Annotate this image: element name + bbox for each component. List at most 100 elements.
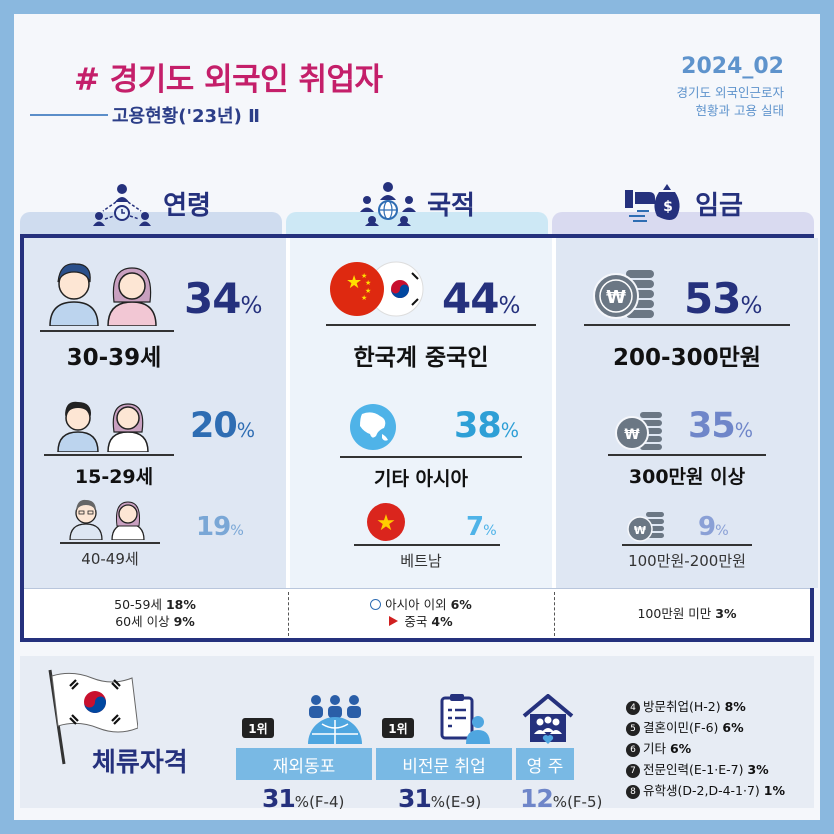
footer-separator [24,588,810,589]
people-globe-icon [308,695,362,744]
residency-item1-percent: 31%(F-4) [262,784,344,813]
svg-text:₩: ₩ [624,427,640,443]
series-label-line1: 경기도 외국인근로자 [676,85,784,100]
residency-item3-box: 영 주 [516,748,574,780]
residency-item3-sign: % [552,793,568,811]
wage-column: ₩ 53% 200-300만원 ₩ 35% 300만원 이상 [556,238,818,588]
rank-badge-2: 1위 [382,718,414,738]
residency-item1-value: 31 [262,784,296,813]
rank-badge-1: 1위 [242,718,274,738]
residency-title: 체류자격 [92,748,188,778]
svg-text:★: ★ [361,294,367,302]
nation-item2-value: 38 [454,406,502,446]
svg-text:₩: ₩ [634,524,646,537]
wage-item3-rule [622,544,752,546]
nation-footer-line2-text: 중국 [404,614,432,629]
svg-text:★: ★ [346,272,362,293]
china-korea-flags-icon: ★ ★ ★ ★ ★ [330,261,424,317]
list-item: 5 결혼이민(F-6) 6% [626,717,785,738]
page-title: # 경기도 외국인 취업자 [74,62,383,98]
nation-tab [286,212,548,234]
list-item-value: 3% [747,762,769,777]
wage-item3-value: 9 [698,512,716,542]
nation-footer-line2-value: 4% [431,614,453,629]
infographic-card: # 경기도 외국인 취업자 고용현황('23년) Ⅱ 2024_02 경기도 외… [14,14,820,820]
age-item1-value: 34 [184,274,241,323]
nation-header: 국적 [286,180,548,226]
nation-title: 국적 [427,190,475,221]
residency-item2-sign: % [430,793,446,811]
wage-title: 임금 [695,190,743,221]
age-column: 34% 30-39세 20% 15-29세 [24,238,286,588]
globe-small-icon [370,599,382,610]
age-item3-rule [60,542,160,544]
residency-item2-box: 비전문 취업 [376,748,512,780]
wage-item3-sign: % [715,523,729,539]
age-item3-sign: % [230,523,244,539]
man-woman-30s-icon [49,263,157,326]
nation-footer-line2: 중국 4% [389,613,453,630]
residency-item2-code: (E-9) [445,793,482,811]
nation-footer: 아시아 이외 6% 중국 4% [290,588,552,638]
nation-item1-label: 한국계 중국인 [353,345,489,371]
list-item-number: 8 [626,785,640,799]
age-item3-value: 19 [196,512,231,542]
age-footer-line1-value: 18% [165,597,196,612]
svg-text:$: $ [663,199,673,215]
residency-section: 체류자격 1위 재외동포 31%(F-4) 1위 비전문 취업 31%(E-9) [20,656,814,813]
svg-text:★: ★ [376,511,396,536]
svg-text:₩: ₩ [606,287,626,308]
wage-item3-percent: 9% [698,512,729,542]
svg-text:★: ★ [365,279,371,287]
wage-footer-line1: 100만원 미만 3% [637,605,736,622]
list-item-number: 4 [626,701,640,715]
age-title: 연령 [163,190,211,221]
age-item2-label: 15-29세 [74,466,154,488]
subtitle-rule [30,114,108,116]
list-item-text: 기타 [643,741,670,756]
coin-stack-icon: ₩ [593,270,654,319]
residency-item1-box: 재외동포 [236,748,372,780]
list-item-number: 5 [626,722,640,736]
nation-item1-rule [326,324,536,326]
wage-item2-label: 300만원 이상 [628,466,746,488]
korea-flag-icon [48,669,138,765]
nation-footer-line1-text: 아시아 이외 [385,597,451,612]
nation-item2-label: 기타 아시아 [373,468,468,490]
global-people-icon [360,182,417,226]
nation-footer-line1-value: 6% [450,597,472,612]
list-item-value: 6% [722,720,744,735]
footer-divider [288,592,289,636]
age-network-icon [93,184,152,226]
age-item1-label: 30-39세 [66,345,162,371]
age-item1-percent: 34% [184,274,262,323]
year-label: 2024_02 [681,54,784,79]
age-item3-label: 40-49세 [81,550,139,568]
wage-item2-percent: 35% [688,406,753,446]
wage-footer-line1-value: 3% [715,605,737,621]
nation-item1-value: 44 [442,274,499,323]
svg-text:★: ★ [361,272,367,280]
age-header: 연령 [20,180,282,226]
nation-item3-rule [354,544,500,546]
series-label-line2: 현황과 고용 실태 [695,103,784,118]
age-item2-percent: 20% [190,406,255,446]
residency-item1-code: (F-4) [309,793,345,811]
stats-frame: 34% 30-39세 20% 15-29세 [20,234,818,642]
list-item-text: 방문취업(H-2) [643,699,725,714]
nation-item1-sign: % [498,293,521,319]
wage-item1-sign: % [740,293,763,319]
series-label: 경기도 외국인근로자 현황과 고용 실태 [677,84,784,120]
age-footer-line1: 50-59세 18% [114,596,196,613]
wage-item1-value: 53 [684,274,741,323]
wage-item2-rule [608,454,766,456]
age-footer: 50-59세 18% 60세 이상 9% [24,588,286,638]
coin-stack-icon: ₩ [627,512,664,542]
teen-pair-icon [57,401,149,452]
wage-header: $ 임금 [552,180,814,226]
age-footer-line2-text: 60세 이상 [115,614,174,629]
residency-item3-percent: 12%(F-5) [520,784,602,813]
age-footer-line2: 60세 이상 9% [115,613,195,630]
nation-footer-line1: 아시아 이외 6% [370,596,472,613]
age-footer-line1-text: 50-59세 [114,597,166,612]
